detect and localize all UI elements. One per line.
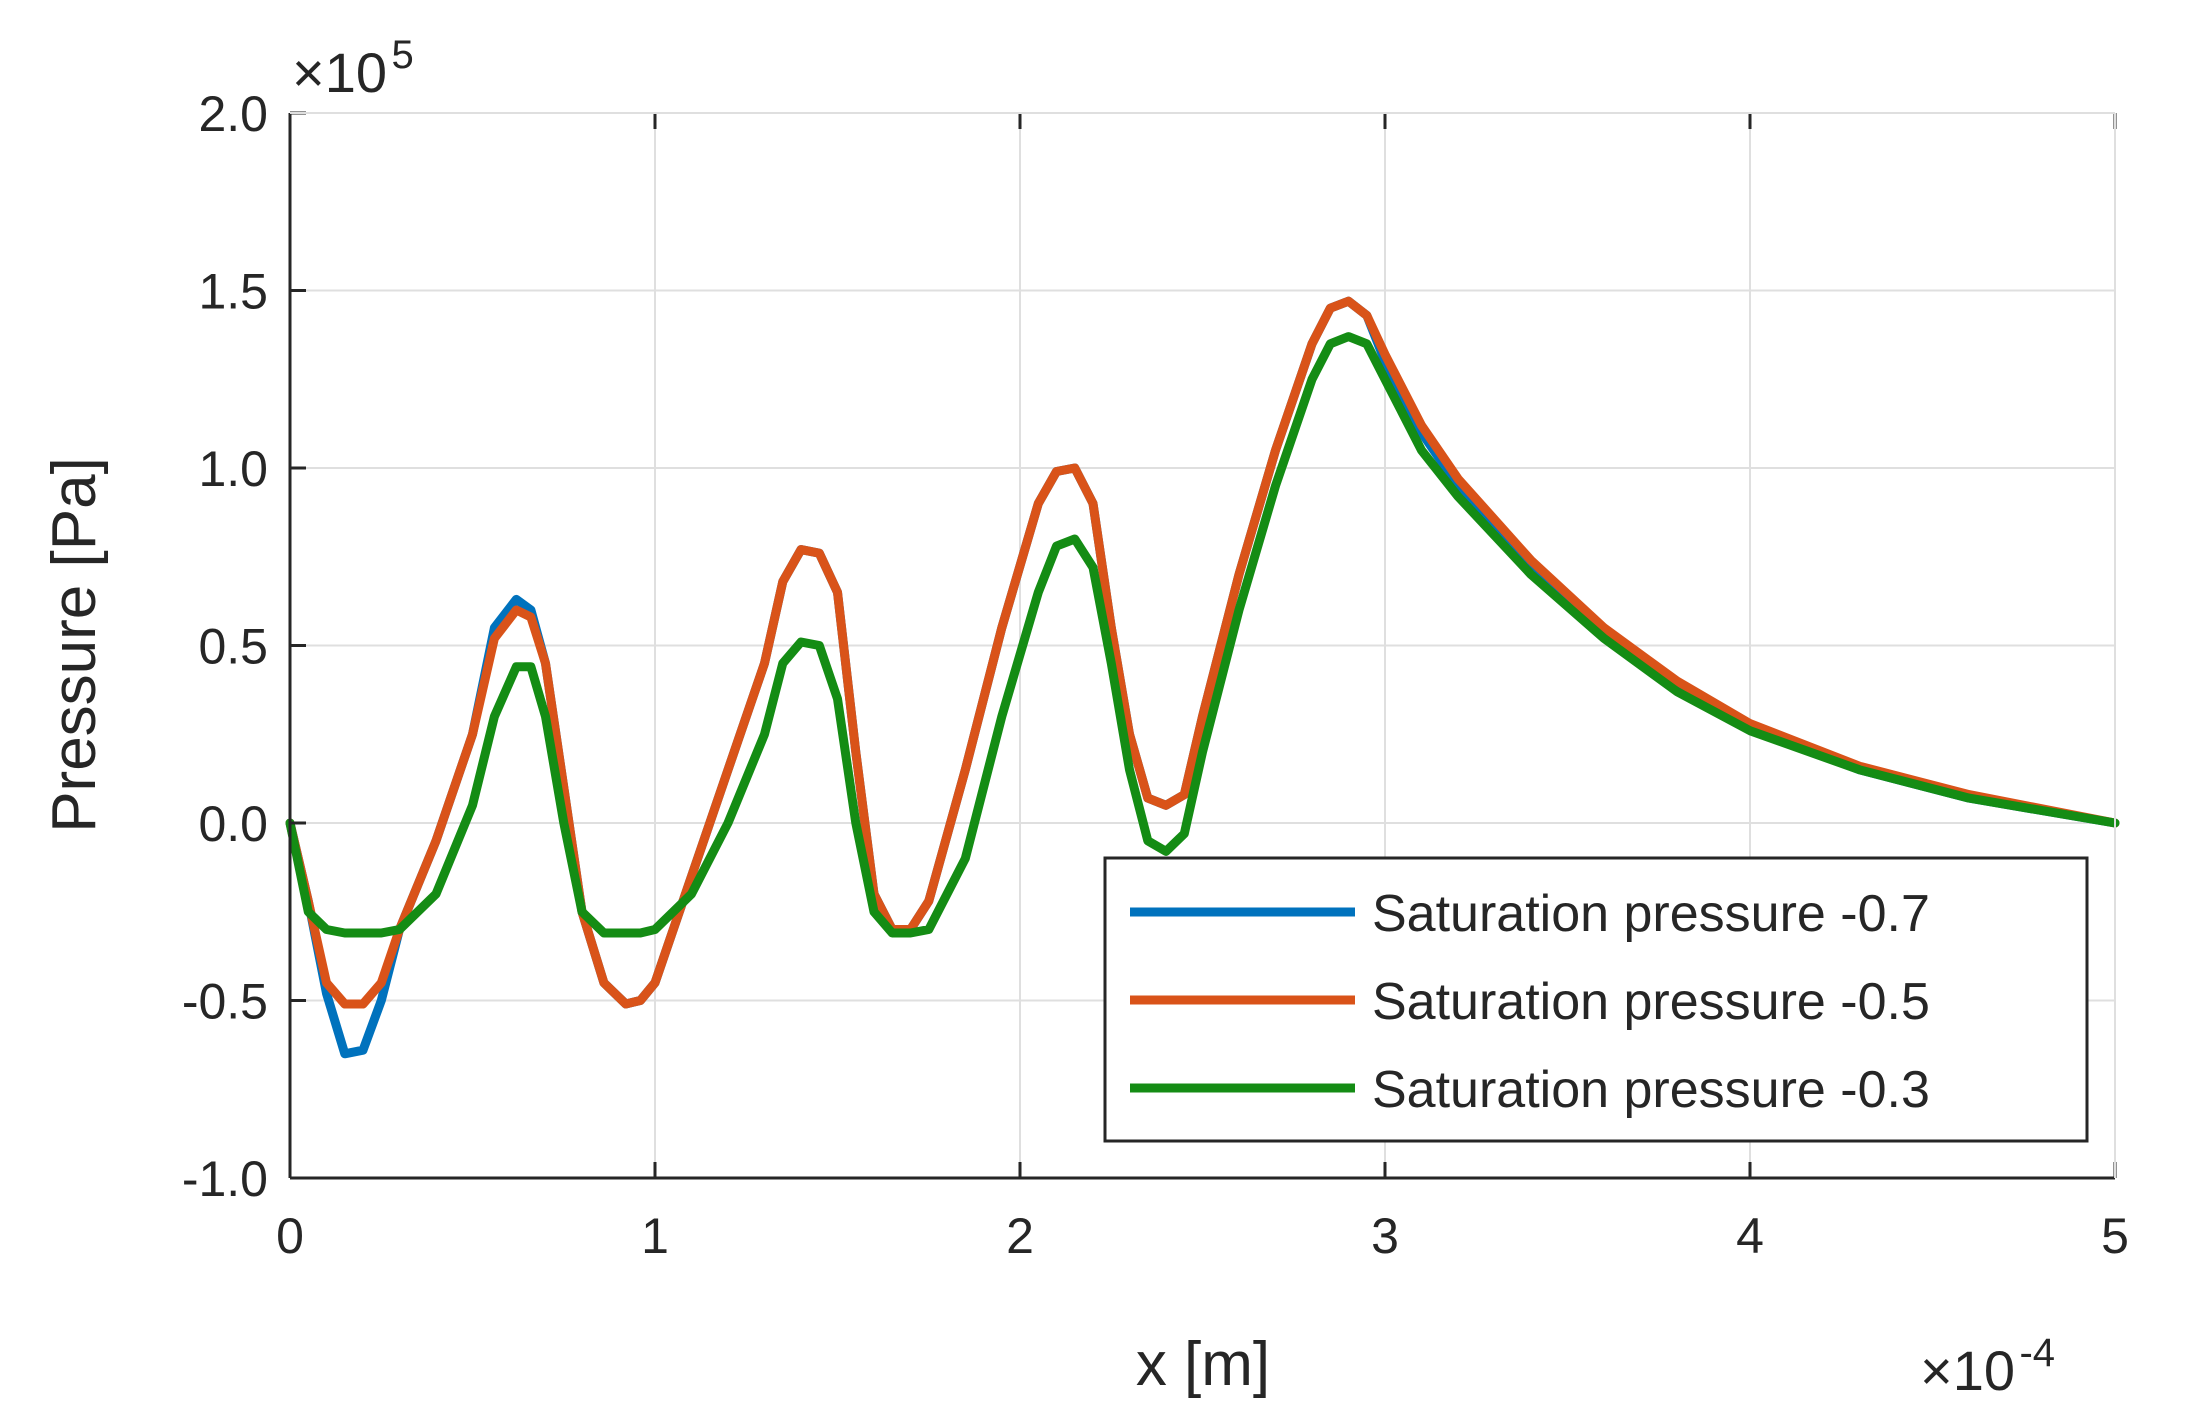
series-lines	[285, 296, 2120, 1059]
series-line-2	[285, 332, 2120, 938]
y-tick-label: 1.5	[198, 264, 268, 320]
y-tick-label: 1.0	[198, 441, 268, 497]
y-tick-label: 0.5	[198, 619, 268, 675]
tick-labels: 0 1 2 3 4 5 -1.0 -0.5 0.0 0.5 1.0 1.5 2.0	[182, 86, 2129, 1264]
x-tick-label: 1	[641, 1208, 669, 1264]
axes	[288, 111, 2117, 1180]
legend: Saturation pressure -0.7 Saturation pres…	[1103, 856, 2089, 1143]
y-tick-label: -1.0	[182, 1151, 268, 1207]
x-multiplier-base: ×10	[1920, 1339, 2015, 1402]
y-axis-label: Pressure [Pa]	[40, 457, 109, 833]
y-tick-label: 2.0	[198, 86, 268, 142]
legend-label-1: Saturation pressure -0.5	[1372, 973, 1930, 1031]
x-multiplier: ×10 -4	[1920, 1331, 2055, 1402]
legend-label-2: Saturation pressure -0.3	[1372, 1061, 1930, 1119]
y-tick-label: 0.0	[198, 796, 268, 852]
y-multiplier-exponent: 5	[391, 33, 413, 77]
y-multiplier-base: ×10	[292, 41, 387, 104]
x-tick-label: 0	[276, 1208, 304, 1264]
x-tick-label: 2	[1006, 1208, 1034, 1264]
x-multiplier-exponent: -4	[2019, 1331, 2055, 1375]
legend-label-0: Saturation pressure -0.7	[1372, 885, 1930, 943]
x-tick-label: 3	[1371, 1208, 1399, 1264]
x-axis-label: x [m]	[1136, 1330, 1270, 1399]
y-multiplier: ×10 5	[292, 33, 414, 104]
y-tick-label: -0.5	[182, 974, 268, 1030]
x-tick-label: 4	[1736, 1208, 1764, 1264]
x-tick-label: 5	[2101, 1208, 2129, 1264]
